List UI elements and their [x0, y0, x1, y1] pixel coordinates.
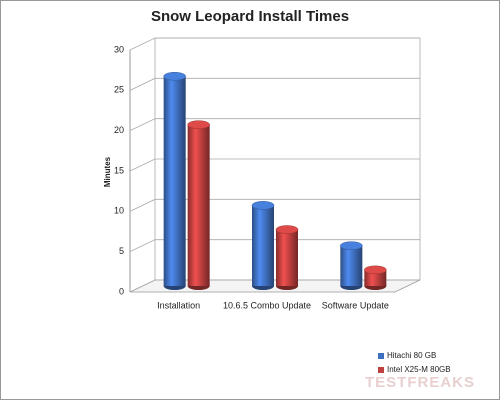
grid-line	[129, 118, 420, 132]
legend-swatch	[378, 367, 384, 373]
legend-label: Intel X25-M 80GB	[387, 365, 451, 374]
x-tick-label: Installation	[157, 300, 200, 310]
bar-top	[364, 265, 387, 275]
bar-top	[275, 225, 299, 234]
bar	[251, 201, 275, 290]
x-tick-label: Software Update	[322, 300, 389, 310]
y-tick-label: 0	[119, 286, 124, 296]
y-tick-label: 10	[114, 206, 124, 216]
bar	[364, 265, 387, 290]
bar-body	[276, 229, 298, 286]
bar	[340, 241, 363, 290]
y-tick-label: 5	[119, 246, 124, 256]
bar-top	[163, 72, 186, 81]
grid-line	[129, 239, 420, 253]
bar	[163, 72, 186, 290]
bar-body	[364, 269, 387, 286]
y-tick-label: 20	[114, 125, 124, 135]
grid-line	[129, 279, 420, 293]
y-axis-label: Minutes	[103, 156, 112, 187]
bar-top	[340, 241, 363, 250]
legend-label: Hitachi 80 GB	[387, 351, 436, 360]
bar-body	[252, 205, 274, 286]
bar-top	[251, 201, 275, 210]
chart-title: Snow Leopard Install Times	[151, 8, 349, 25]
y-tick-label: 30	[114, 44, 124, 54]
grid-line	[129, 158, 420, 172]
y-tick-label: 25	[114, 85, 124, 95]
bar-top	[187, 120, 210, 129]
x-tick-label: 10.6.5 Combo Update	[223, 300, 311, 310]
bar	[275, 225, 299, 290]
bar-body	[163, 76, 186, 287]
watermark: TESTFREAKS	[365, 374, 475, 391]
legend-swatch	[378, 353, 384, 359]
bar-body	[187, 124, 210, 287]
bar	[187, 120, 210, 290]
grid-line	[129, 77, 420, 91]
bar-body	[340, 245, 363, 286]
y-tick-label: 15	[114, 165, 124, 175]
grid-line	[129, 37, 420, 51]
grid-line	[129, 198, 420, 212]
